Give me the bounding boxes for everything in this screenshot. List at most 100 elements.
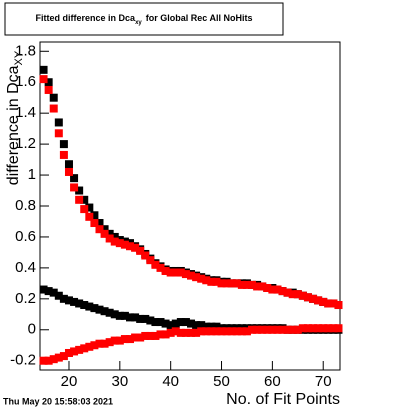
- title-suffix: for Global Rec All NoHits: [146, 13, 253, 23]
- data-point: [110, 237, 119, 246]
- y-tick-label: 1.6: [15, 73, 36, 90]
- data-point: [90, 219, 99, 228]
- data-point: [237, 327, 246, 336]
- data-point: [192, 273, 201, 282]
- data-point: [100, 339, 109, 348]
- data-point: [80, 344, 89, 353]
- data-point: [227, 327, 236, 336]
- data-point: [232, 327, 241, 336]
- y-label-main: difference in Dca: [5, 65, 22, 185]
- data-point: [283, 325, 292, 334]
- data-point: [59, 140, 68, 149]
- data-point: [75, 186, 84, 195]
- data-point: [197, 327, 206, 336]
- data-point: [227, 279, 236, 288]
- data-point: [273, 285, 282, 294]
- data-point: [44, 85, 53, 94]
- data-point: [120, 335, 129, 344]
- data-point: [126, 335, 134, 344]
- x-tick-label: 50: [213, 373, 230, 390]
- data-point: [64, 160, 73, 169]
- data-point: [80, 301, 89, 310]
- data-point: [70, 347, 79, 356]
- data-point: [105, 234, 114, 243]
- data-point: [314, 324, 323, 333]
- data-point: [222, 327, 231, 336]
- data-point: [49, 93, 58, 102]
- data-point: [95, 339, 104, 348]
- data-point: [197, 274, 206, 283]
- data-point: [126, 313, 134, 322]
- data-point: [75, 345, 84, 354]
- data-point: [334, 324, 343, 333]
- data-point: [75, 299, 84, 308]
- data-point: [64, 348, 73, 357]
- data-point: [303, 293, 312, 302]
- data-point: [293, 290, 302, 299]
- y-label-subscript: XY: [13, 50, 25, 65]
- data-point: [253, 282, 262, 291]
- data-point: [100, 307, 109, 316]
- data-point: [309, 294, 318, 303]
- data-point: [146, 331, 155, 340]
- x-tick-label: 70: [315, 373, 332, 390]
- data-point: [146, 316, 155, 325]
- data-point: [85, 302, 94, 311]
- data-point: [75, 195, 84, 204]
- data-point: [151, 331, 160, 340]
- data-point: [212, 277, 221, 286]
- data-point: [120, 311, 129, 320]
- data-point: [146, 256, 155, 265]
- data-point: [202, 327, 211, 336]
- data-point: [70, 183, 79, 192]
- data-point: [278, 325, 287, 334]
- x-tick-label: 40: [162, 373, 179, 390]
- data-point: [258, 282, 267, 291]
- y-tick-label: 0: [28, 321, 36, 338]
- data-point: [161, 330, 170, 339]
- data-point: [115, 239, 124, 248]
- data-point: [166, 328, 175, 337]
- data-point: [70, 297, 79, 306]
- data-point: [248, 280, 257, 289]
- data-point: [324, 324, 333, 333]
- data-point: [126, 242, 134, 251]
- data-point: [90, 211, 99, 220]
- data-point: [329, 299, 338, 308]
- data-point: [110, 336, 119, 345]
- data-point: [171, 268, 180, 277]
- data-point: [253, 325, 262, 334]
- data-point: [156, 263, 165, 272]
- data-point: [171, 319, 180, 328]
- data-point: [263, 284, 272, 292]
- data-point: [39, 65, 48, 74]
- x-tick-label: 30: [111, 373, 128, 390]
- y-tick-label: 0.8: [15, 197, 36, 214]
- y-tick-label: 1.8: [15, 42, 36, 59]
- data-point: [329, 324, 338, 333]
- data-point: [80, 205, 89, 214]
- data-point: [59, 294, 68, 303]
- data-point: [176, 328, 185, 337]
- y-tick-label: 0.4: [15, 259, 36, 276]
- data-point: [283, 288, 292, 297]
- y-tick-label: 0.2: [15, 290, 36, 307]
- data-point: [242, 327, 251, 336]
- data-point: [192, 328, 201, 337]
- data-point: [95, 305, 104, 314]
- data-point: [319, 324, 328, 333]
- chart-title: Fitted difference in Dcaxy for Global Rec…: [36, 13, 253, 25]
- data-point: [85, 342, 94, 351]
- data-point: [176, 268, 185, 277]
- data-point: [70, 174, 79, 183]
- data-point: [268, 325, 277, 334]
- data-point: [49, 104, 58, 113]
- data-point: [303, 324, 312, 333]
- data-point: [156, 318, 165, 327]
- data-point: [314, 296, 323, 305]
- y-tick-label: -0.2: [10, 352, 36, 369]
- data-point: [171, 327, 180, 336]
- data-point: [202, 276, 211, 285]
- data-point: [100, 225, 109, 234]
- data-point: [90, 341, 99, 350]
